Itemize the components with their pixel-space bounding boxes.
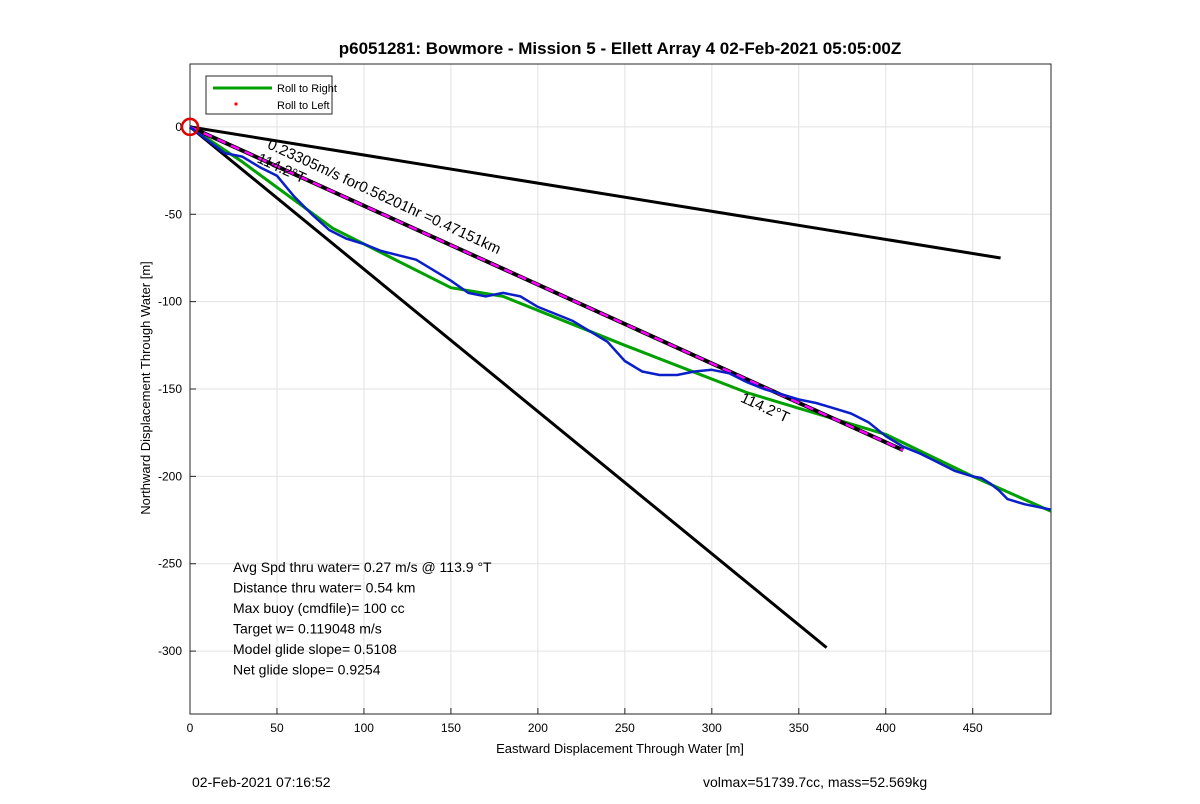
x-tick-label: 50	[270, 721, 284, 735]
y-tick-label: -150	[158, 382, 182, 396]
x-tick-label: 0	[187, 721, 194, 735]
x-tick-label: 450	[963, 721, 983, 735]
stats-line: Distance thru water= 0.54 km	[233, 580, 415, 596]
stats-line: Net glide slope= 0.9254	[233, 662, 381, 678]
legend-label-roll-right: Roll to Right	[277, 83, 337, 95]
legend-swatch-roll-left	[234, 102, 238, 106]
stats-line: Model glide slope= 0.5108	[233, 641, 397, 657]
legend-box	[205, 75, 333, 115]
tick-labels: 0 50 100 150 200 250 300 350 400 450 0 -50 -100 -150 -…	[158, 120, 983, 735]
start-marker	[180, 117, 200, 137]
annotation-label: 0.23305m/s for0.56201hr =0.47151km	[265, 136, 504, 258]
x-tick-label: 250	[615, 721, 635, 735]
x-tick-label: 200	[528, 721, 548, 735]
y-tick-label: -250	[158, 557, 182, 571]
series-layer	[180, 117, 1052, 649]
footer-vol-mass: volmax=51739.7cc, mass=52.569kg	[703, 774, 928, 790]
stats-line: Max buoy (cmdfile)= 100 cc	[233, 600, 405, 616]
legend-label-roll-left: Roll to Left	[277, 100, 330, 112]
stats-block: Avg Spd thru water= 0.27 m/s @ 113.9 °T D…	[233, 559, 492, 678]
series-green-track	[189, 125, 1052, 513]
y-tick-label: -300	[158, 644, 182, 658]
chart-title: p6051281: Bowmore - Mission 5 - Ellett A…	[339, 39, 902, 58]
y-tick-label: 0	[175, 120, 182, 134]
legend[interactable]: Roll to Right Roll to Left	[205, 75, 337, 115]
y-tick-label: -200	[158, 469, 182, 483]
x-tick-label: 150	[441, 721, 461, 735]
grid	[189, 64, 1051, 714]
stats-line: Target w= 0.119048 m/s	[233, 621, 382, 637]
y-tick-label: -100	[158, 295, 182, 309]
stats-line: Avg Spd thru water= 0.27 m/s @ 113.9 °T	[233, 559, 492, 575]
x-tick-label: 300	[702, 721, 722, 735]
x-tick-label: 400	[876, 721, 896, 735]
x-axis-label: Eastward Displacement Through Water [m]	[496, 741, 744, 756]
series-cone-upper	[189, 125, 1001, 260]
y-axis-label: Northward Displacement Through Water [m]	[138, 261, 153, 515]
x-tick-label: 100	[354, 721, 374, 735]
y-tick-label: -50	[165, 207, 183, 221]
series-cone-lower	[189, 125, 828, 649]
x-tick-label: 350	[789, 721, 809, 735]
footer-timestamp: 02-Feb-2021 07:16:52	[192, 774, 331, 790]
series-blue-track	[189, 125, 1052, 511]
